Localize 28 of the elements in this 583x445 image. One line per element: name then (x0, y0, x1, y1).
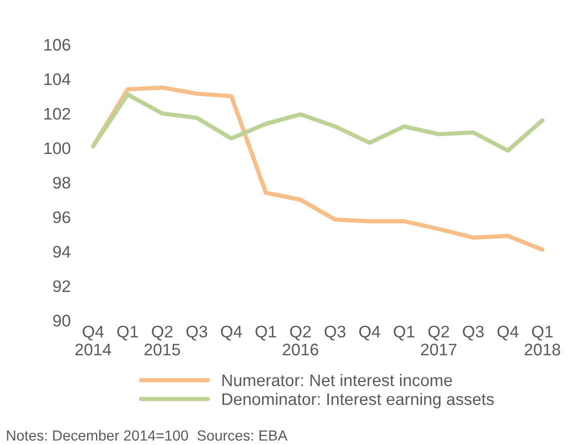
x-tick-label: Q2 2017 (421, 326, 456, 356)
x-tick-label: Q1 (117, 326, 138, 340)
x-tick-label: Q1 2018 (524, 326, 560, 356)
legend-label: Denominator: Interest earning assets (222, 392, 494, 408)
y-tick-label: 98 (53, 176, 70, 189)
y-tick-label: 92 (53, 280, 70, 292)
line-series (90, 92, 544, 153)
x-tick-label: Q2 2015 (144, 326, 180, 356)
x-tick-label: Q4 2014 (75, 326, 112, 356)
x-tick-label: Q1 (394, 326, 414, 340)
y-tick-label: 102 (44, 108, 70, 120)
x-tick-label: Q2 2016 (282, 326, 318, 356)
legend-label: Numerator: Net interest income (222, 374, 452, 386)
y-tick-label: 94 (53, 246, 70, 258)
line-series (90, 86, 544, 252)
x-tick-label: Q4 (498, 326, 518, 340)
y-tick-label: 104 (44, 73, 70, 86)
y-tick-label: 90 (53, 314, 70, 327)
y-tick-label: 106 (44, 38, 70, 51)
y-tick-label: 96 (53, 211, 70, 224)
x-tick-label: Q4 (221, 326, 242, 340)
x-tick-label: Q3 (462, 326, 484, 340)
text: Notes: December 2014=100 Sources: EBA (7, 430, 288, 441)
x-tick-label: Q3 (186, 326, 208, 340)
y-tick-label: 100 (44, 142, 70, 154)
x-tick-label: Q3 (324, 326, 346, 340)
x-tick-label: Q4 (359, 326, 380, 340)
x-tick-label: Q1 (256, 326, 276, 340)
